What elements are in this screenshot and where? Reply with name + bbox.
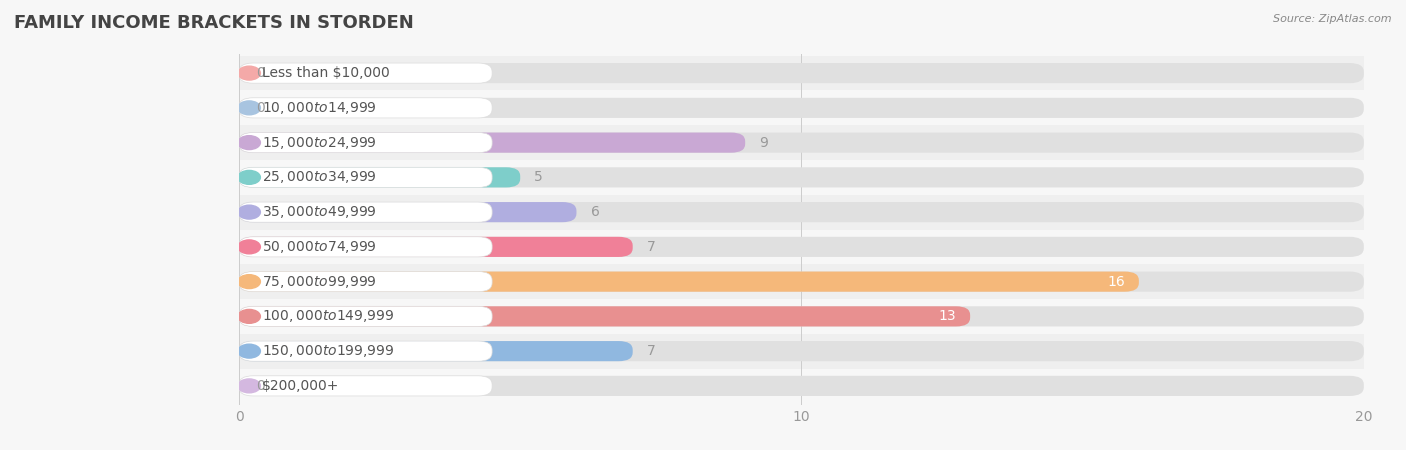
Bar — [239, 369, 1364, 403]
Bar — [239, 56, 1364, 90]
Text: 16: 16 — [1107, 274, 1125, 288]
Text: 7: 7 — [647, 240, 655, 254]
Text: 7: 7 — [647, 344, 655, 358]
Circle shape — [238, 171, 260, 184]
Text: Less than $10,000: Less than $10,000 — [262, 66, 389, 80]
Circle shape — [238, 135, 260, 149]
Text: 9: 9 — [759, 135, 768, 149]
Text: $15,000 to $24,999: $15,000 to $24,999 — [262, 135, 377, 151]
Circle shape — [238, 66, 260, 80]
FancyBboxPatch shape — [239, 306, 970, 326]
FancyBboxPatch shape — [239, 271, 1139, 292]
FancyBboxPatch shape — [239, 167, 492, 188]
FancyBboxPatch shape — [239, 306, 492, 326]
Bar — [239, 334, 1364, 369]
Text: 0: 0 — [256, 101, 264, 115]
Circle shape — [238, 274, 260, 288]
Circle shape — [238, 344, 260, 358]
FancyBboxPatch shape — [239, 167, 1364, 188]
FancyBboxPatch shape — [239, 306, 1364, 326]
Text: 13: 13 — [938, 310, 956, 324]
Text: $50,000 to $74,999: $50,000 to $74,999 — [262, 239, 377, 255]
Bar — [239, 90, 1364, 125]
Text: $200,000+: $200,000+ — [262, 379, 339, 393]
Text: $35,000 to $49,999: $35,000 to $49,999 — [262, 204, 377, 220]
FancyBboxPatch shape — [239, 133, 745, 153]
Bar — [239, 195, 1364, 230]
Bar — [239, 125, 1364, 160]
FancyBboxPatch shape — [239, 63, 1364, 83]
FancyBboxPatch shape — [239, 167, 520, 188]
FancyBboxPatch shape — [239, 98, 492, 118]
FancyBboxPatch shape — [239, 237, 492, 257]
FancyBboxPatch shape — [239, 63, 492, 83]
Circle shape — [238, 379, 260, 393]
Bar — [239, 299, 1364, 334]
FancyBboxPatch shape — [239, 202, 492, 222]
Text: Source: ZipAtlas.com: Source: ZipAtlas.com — [1274, 14, 1392, 23]
FancyBboxPatch shape — [239, 237, 633, 257]
FancyBboxPatch shape — [239, 133, 1364, 153]
Text: 6: 6 — [591, 205, 599, 219]
Text: $75,000 to $99,999: $75,000 to $99,999 — [262, 274, 377, 290]
Bar — [239, 160, 1364, 195]
FancyBboxPatch shape — [239, 376, 1364, 396]
FancyBboxPatch shape — [239, 202, 1364, 222]
Text: $150,000 to $199,999: $150,000 to $199,999 — [262, 343, 394, 359]
Text: $10,000 to $14,999: $10,000 to $14,999 — [262, 100, 377, 116]
FancyBboxPatch shape — [239, 341, 633, 361]
FancyBboxPatch shape — [239, 98, 1364, 118]
Circle shape — [238, 310, 260, 324]
Text: 0: 0 — [256, 66, 264, 80]
FancyBboxPatch shape — [239, 271, 1364, 292]
Bar — [239, 230, 1364, 264]
Circle shape — [238, 240, 260, 254]
FancyBboxPatch shape — [239, 341, 1364, 361]
FancyBboxPatch shape — [239, 341, 492, 361]
Circle shape — [238, 101, 260, 115]
FancyBboxPatch shape — [239, 271, 492, 292]
FancyBboxPatch shape — [239, 237, 1364, 257]
Text: $100,000 to $149,999: $100,000 to $149,999 — [262, 308, 394, 324]
Text: FAMILY INCOME BRACKETS IN STORDEN: FAMILY INCOME BRACKETS IN STORDEN — [14, 14, 413, 32]
FancyBboxPatch shape — [239, 202, 576, 222]
Text: 0: 0 — [256, 379, 264, 393]
Bar — [239, 264, 1364, 299]
FancyBboxPatch shape — [239, 376, 492, 396]
FancyBboxPatch shape — [239, 133, 492, 153]
Circle shape — [238, 205, 260, 219]
Text: $25,000 to $34,999: $25,000 to $34,999 — [262, 169, 377, 185]
Text: 5: 5 — [534, 171, 543, 184]
